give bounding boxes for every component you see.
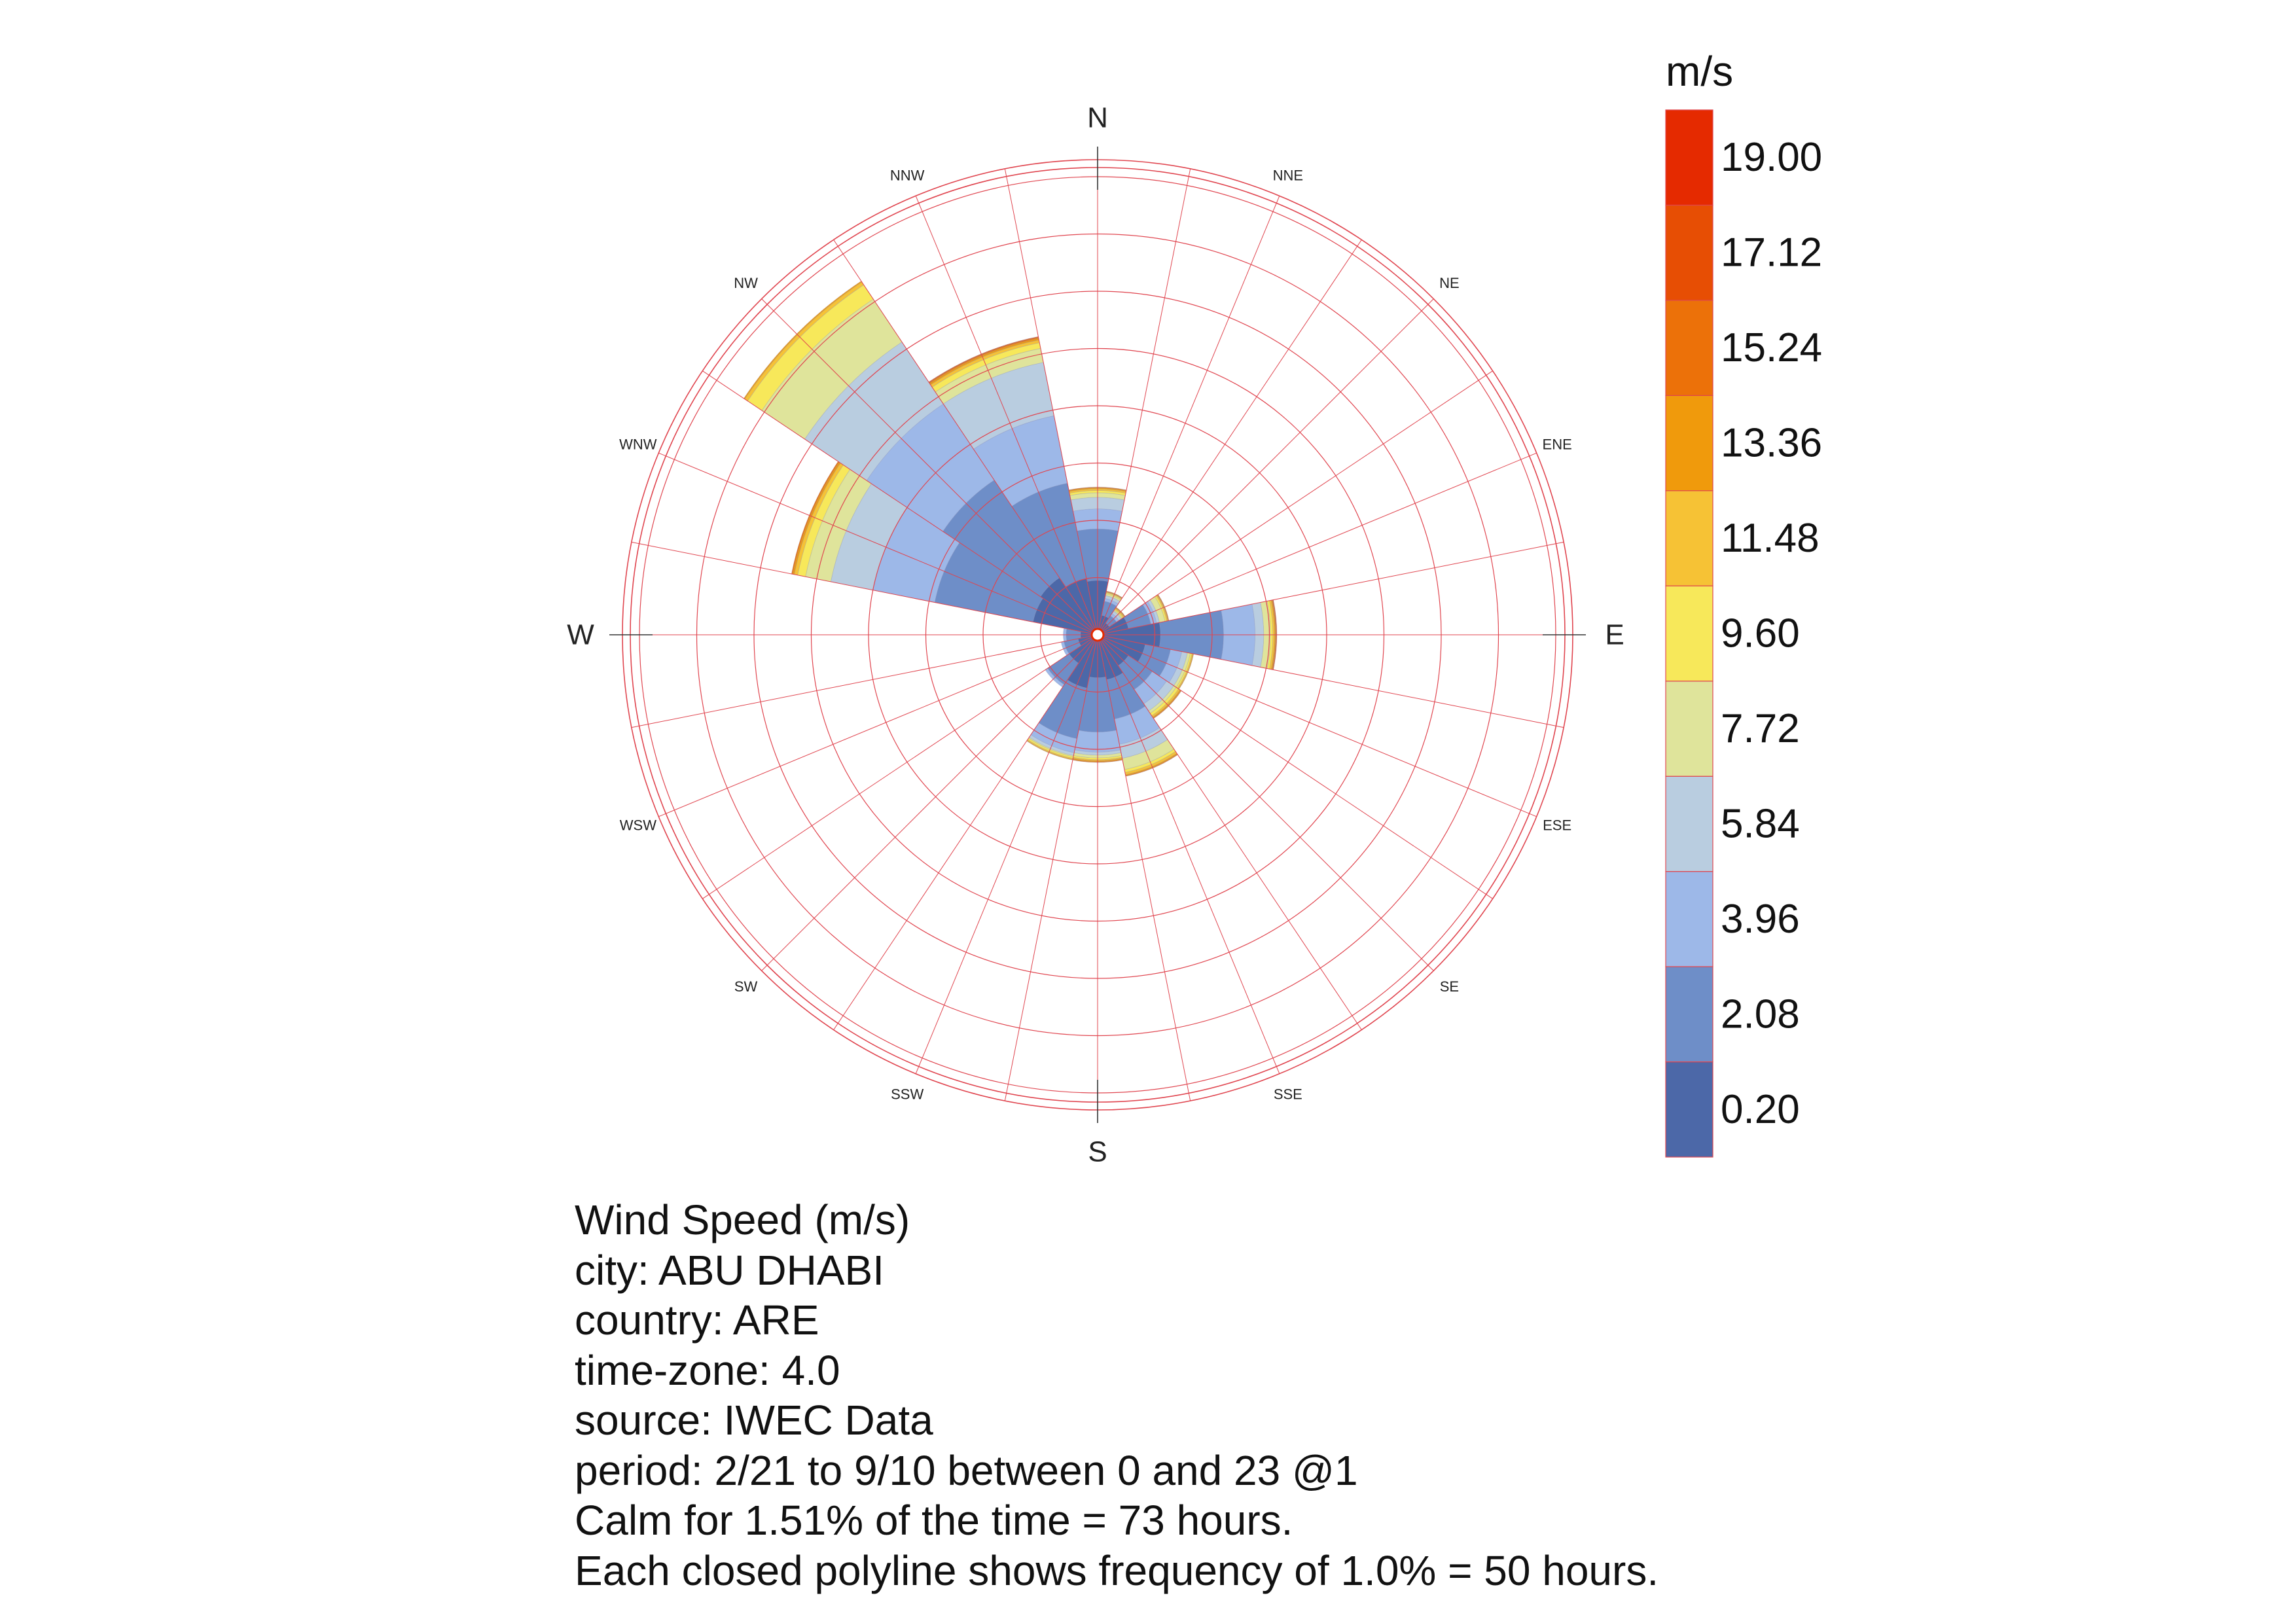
direction-label-e: E <box>1605 619 1624 651</box>
legend-swatch-9 <box>1665 204 1713 301</box>
direction-label-wsw: WSW <box>620 817 656 833</box>
spoke-22 <box>658 634 1098 817</box>
info-source: source: IWEC Data <box>575 1397 933 1444</box>
legend-tick-label-9: 17.12 <box>1721 230 1822 276</box>
spoke-30 <box>915 196 1098 635</box>
wedge-wnw-bin-1 <box>934 542 1043 622</box>
direction-label-ene: ENE <box>1543 437 1572 453</box>
spoke-4 <box>1097 298 1434 635</box>
legend-tick-label-2: 3.96 <box>1721 897 1800 942</box>
legend-swatch-1 <box>1665 966 1713 1063</box>
direction-label-nne: NNE <box>1273 167 1303 183</box>
spoke-28 <box>761 298 1098 635</box>
info-country: country: ARE <box>575 1296 819 1344</box>
spoke-5 <box>1097 370 1493 635</box>
wind-rose-grid <box>609 147 1586 1123</box>
legend-swatch-6 <box>1665 490 1713 586</box>
spoke-13 <box>1097 634 1362 1030</box>
legend-tick-label-8: 15.24 <box>1721 325 1822 370</box>
legend-tick-label-3: 5.84 <box>1721 801 1800 846</box>
wind-rose-wedges <box>743 280 1278 777</box>
direction-label-w: W <box>567 619 594 651</box>
legend-tick-label-0: 0.20 <box>1721 1087 1800 1132</box>
spoke-17 <box>1004 634 1098 1101</box>
calm-center-marker <box>1090 628 1105 642</box>
spoke-20 <box>761 634 1098 971</box>
legend-tick-label-4: 7.72 <box>1721 706 1800 751</box>
direction-label-ssw: SSW <box>891 1086 924 1103</box>
chart-info-block: Wind Speed (m/s) city: ABU DHABI country… <box>575 1195 1659 1596</box>
legend-swatch-3 <box>1665 776 1713 872</box>
spoke-11 <box>1097 634 1493 899</box>
direction-label-s: S <box>1088 1136 1107 1168</box>
direction-label-wnw: WNW <box>619 437 657 453</box>
legend-tick-label-6: 11.48 <box>1721 516 1820 561</box>
spoke-14 <box>1097 634 1280 1074</box>
spoke-21 <box>702 634 1098 899</box>
legend-tick-label-7: 13.36 <box>1721 421 1822 466</box>
speed-legend: 0.20 2.08 3.96 5.84 7.72 9.60 11.48 13.36 15.24 1… <box>1665 109 1822 1158</box>
spoke-9 <box>1097 634 1564 728</box>
legend-tick-label-10: 19.00 <box>1721 135 1822 180</box>
spoke-27 <box>702 370 1098 635</box>
direction-label-nnw: NNW <box>890 167 925 183</box>
direction-label-n: N <box>1087 102 1108 134</box>
legend-swatch-0 <box>1665 1061 1713 1158</box>
direction-label-sse: SSE <box>1274 1086 1302 1103</box>
legend-swatch-4 <box>1665 681 1713 777</box>
spoke-23 <box>631 634 1098 728</box>
info-period: period: 2/21 to 9/10 between 0 and 23 @1 <box>575 1446 1358 1494</box>
info-calm: Calm for 1.51% of the time = 73 hours. <box>575 1497 1293 1544</box>
spoke-31 <box>1004 168 1098 635</box>
legend-title: m/s <box>1666 48 1734 95</box>
direction-label-ne: NE <box>1439 275 1460 291</box>
legend-swatch-10 <box>1665 109 1713 206</box>
spoke-29 <box>833 240 1098 635</box>
legend-swatch-2 <box>1665 871 1713 967</box>
spoke-18 <box>915 634 1098 1074</box>
spoke-19 <box>833 634 1098 1030</box>
spoke-1 <box>1097 168 1191 635</box>
spoke-12 <box>1097 634 1434 971</box>
spoke-25 <box>631 541 1098 635</box>
spoke-3 <box>1097 240 1362 635</box>
direction-label-ese: ESE <box>1543 817 1571 833</box>
legend-tick-label-1: 2.08 <box>1721 991 1800 1037</box>
legend-swatch-8 <box>1665 300 1713 396</box>
spoke-2 <box>1097 196 1280 635</box>
legend-swatch-7 <box>1665 395 1713 491</box>
legend-swatch-5 <box>1665 585 1713 682</box>
direction-labels: N NNE NE ENE E ESE SE SSE S SSW SW WSW W WNW NW NNW <box>567 102 1624 1168</box>
info-timezone: time-zone: 4.0 <box>575 1346 840 1394</box>
direction-label-nw: NW <box>734 275 758 291</box>
info-frequency-note: Each closed polyline shows frequency of … <box>575 1546 1659 1594</box>
spoke-15 <box>1097 634 1191 1101</box>
spoke-10 <box>1097 634 1537 817</box>
info-title: Wind Speed (m/s) <box>575 1196 910 1243</box>
spoke-6 <box>1097 452 1537 635</box>
legend-tick-label-5: 9.60 <box>1721 611 1800 656</box>
direction-label-sw: SW <box>734 978 758 995</box>
direction-label-se: SE <box>1440 978 1459 995</box>
spoke-26 <box>658 452 1098 635</box>
spoke-7 <box>1097 541 1564 635</box>
info-city: city: ABU DHABI <box>575 1246 884 1294</box>
